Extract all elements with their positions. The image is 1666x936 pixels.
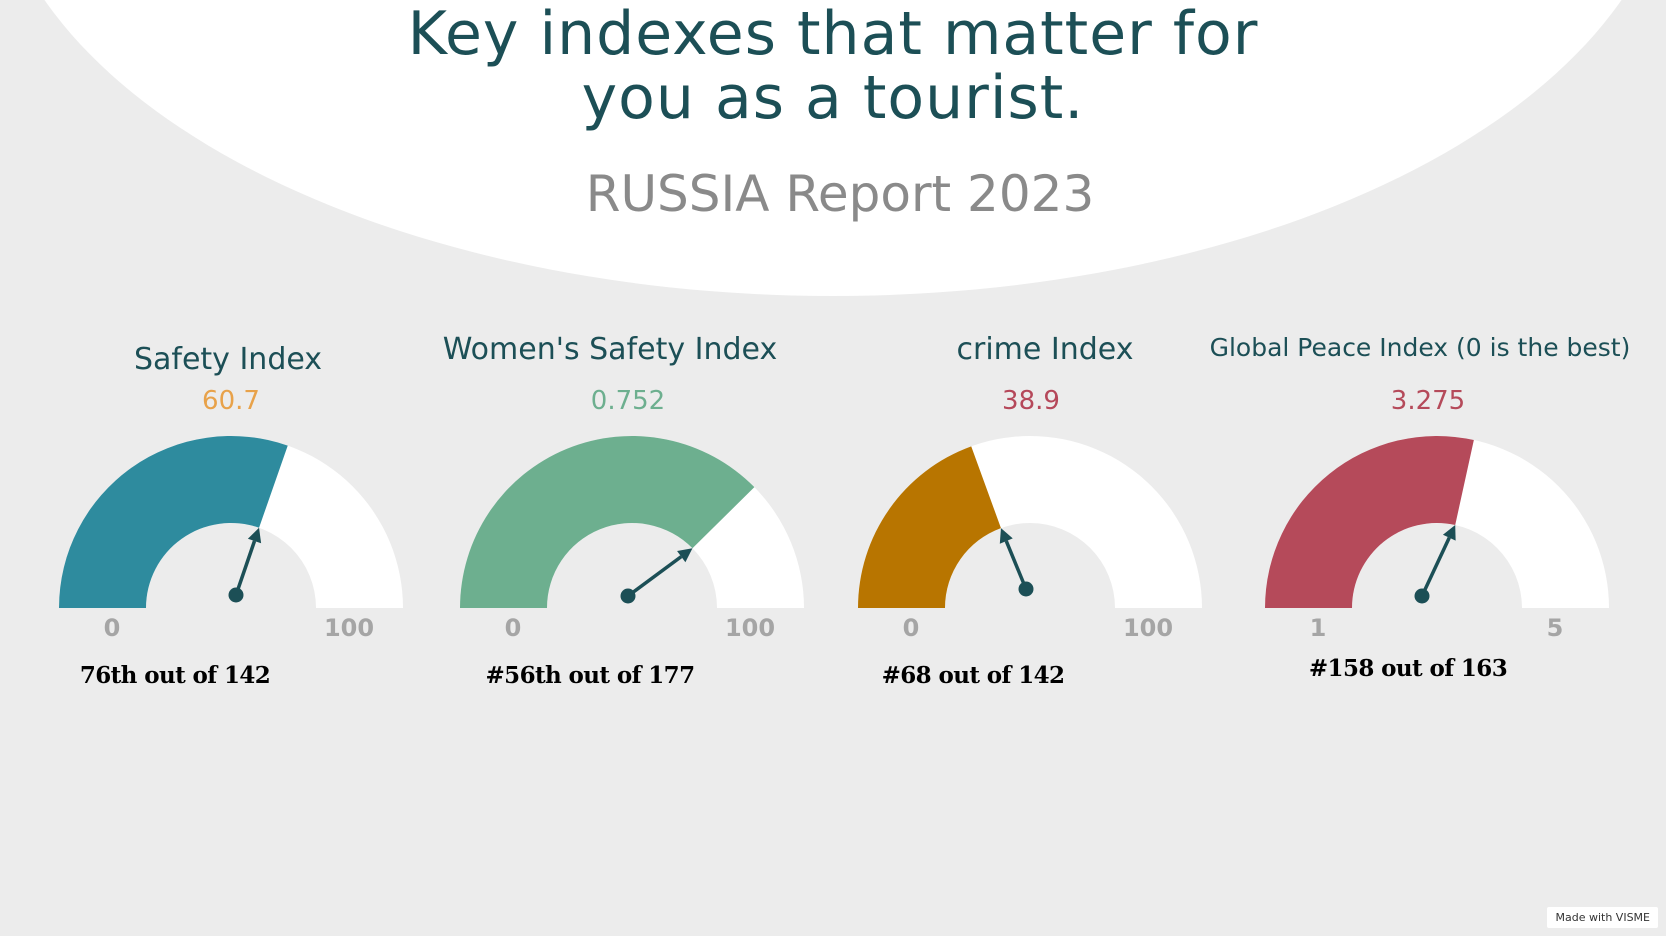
- needle-head-crime: [999, 528, 1013, 544]
- gauge-crime: 0 100: [858, 436, 1202, 642]
- gauge-fill-womens-safety: [460, 436, 755, 608]
- min-label-womens-safety: 0: [505, 614, 522, 642]
- gauge-safety: 0 100: [59, 436, 403, 642]
- max-label-safety: 100: [324, 614, 374, 642]
- gauge-value-global-peace: 3.275: [1390, 386, 1466, 416]
- needle-pivot-womens-safety: [620, 588, 636, 604]
- report-subtitle: RUSSIA Report 2023: [585, 165, 1095, 223]
- needle-head-safety: [247, 527, 262, 544]
- max-label-global-peace: 5: [1547, 614, 1564, 642]
- title-line-2: you as a tourist.: [581, 63, 1085, 133]
- gauge-title-safety: Safety Index: [133, 342, 323, 377]
- page-title: Key indexes that matter for you as a tou…: [0, 2, 1666, 130]
- needle-pivot-safety: [228, 587, 244, 603]
- gauge-fill-crime: [858, 446, 1001, 608]
- gauge-value-safety: 60.7: [202, 386, 260, 416]
- needle-pivot-global-peace: [1414, 588, 1430, 604]
- made-with-visme-badge[interactable]: Made with VISME: [1547, 907, 1658, 928]
- max-label-crime: 100: [1123, 614, 1173, 642]
- gauge-title-womens-safety: Women's Safety Index: [442, 332, 778, 367]
- needle-head-global-peace: [1442, 524, 1456, 541]
- gauge-global-peace: 1 5: [1265, 436, 1609, 642]
- needle-head-womens-safety: [677, 548, 693, 563]
- needle-crime: [1004, 540, 1028, 590]
- gauge-value-womens-safety: 0.752: [590, 386, 666, 416]
- min-label-global-peace: 1: [1310, 614, 1327, 642]
- gauge-title-crime: crime Index: [956, 332, 1134, 367]
- title-line-1: Key indexes that matter for: [407, 0, 1259, 69]
- min-label-safety: 0: [104, 614, 121, 642]
- max-label-womens-safety: 100: [725, 614, 775, 642]
- gauge-value-crime: 38.9: [1002, 386, 1060, 416]
- needle-safety: [234, 540, 257, 596]
- needle-global-peace: [1420, 536, 1451, 597]
- gauge-title-global-peace: Global Peace Index (0 is the best): [1209, 333, 1631, 362]
- gauge-fill-safety: [59, 436, 288, 608]
- rank-crime: #68 out of 142: [881, 662, 1065, 689]
- needle-womens-safety: [626, 555, 683, 598]
- rank-global-peace: #158 out of 163: [1308, 655, 1508, 682]
- rank-safety: 76th out of 142: [79, 662, 271, 689]
- gauge-womens-safety: 0 100: [460, 436, 804, 642]
- gauge-fill-global-peace: [1265, 436, 1474, 608]
- rank-womens-safety: #56th out of 177: [485, 662, 696, 689]
- needle-pivot-crime: [1018, 581, 1034, 597]
- min-label-crime: 0: [903, 614, 920, 642]
